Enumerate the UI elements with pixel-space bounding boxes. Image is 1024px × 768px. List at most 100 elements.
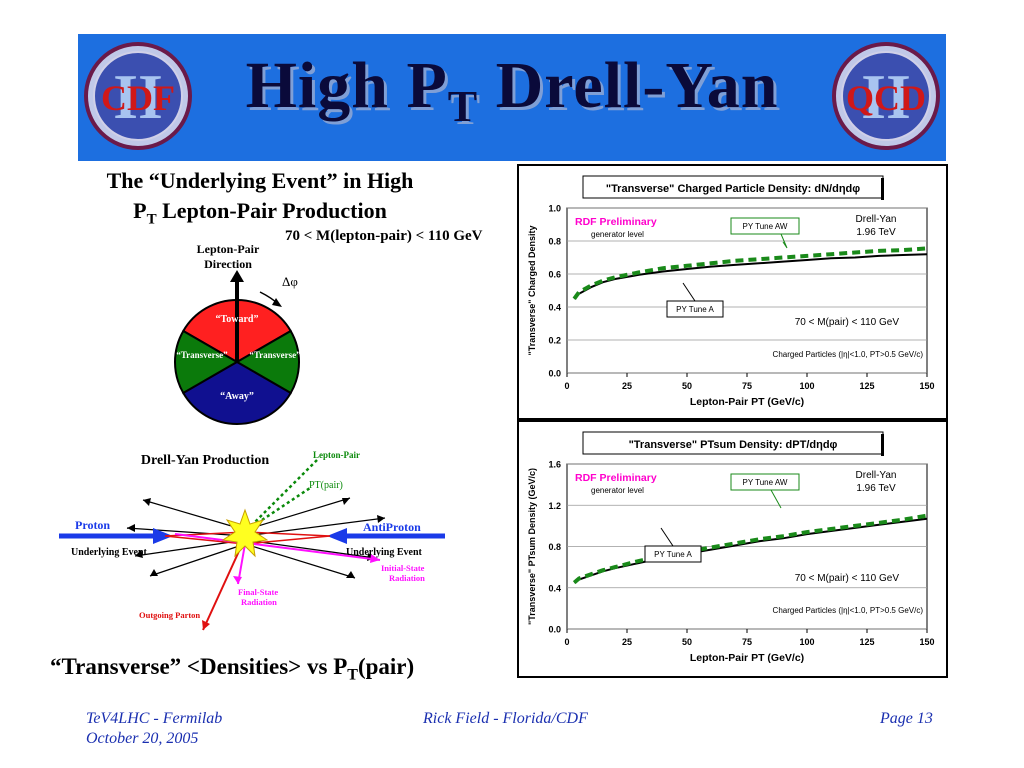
x-tick-label: 0 <box>564 637 569 647</box>
x-axis-label: Lepton-Pair PT (GeV/c) <box>690 652 804 664</box>
x-tick-label: 125 <box>859 637 874 647</box>
x-tick-label: 50 <box>682 637 692 647</box>
svg-text:II: II <box>861 61 911 132</box>
y-tick-label: 0.4 <box>548 583 561 593</box>
x-tick-label: 150 <box>919 637 934 647</box>
ptsum-density-chart: "Transverse" PTsum Density: dPT/dηdφ0.00… <box>527 431 935 664</box>
left-heading: The “Underlying Event” in High PT Lepton… <box>40 166 480 234</box>
generator-label: generator level <box>591 486 644 495</box>
qcd-logo: II QCD <box>832 42 940 150</box>
chart-frame-2: "Transverse" PTsum Density: dPT/dηdφ 0.0 0… <box>517 420 948 678</box>
series-line-1 <box>572 513 928 585</box>
tune-aw-box <box>730 217 800 235</box>
region-pie-diagram: Lepton-Pair Direction Δφ “Toward” “Trans… <box>173 242 301 426</box>
dy-energy-label-1: Drell-Yan <box>856 470 897 481</box>
dy-title: Drell-Yan Production <box>141 453 269 468</box>
tune-a-pointer <box>660 527 674 547</box>
tune-aw-pointer <box>780 233 788 249</box>
cdf-logo: II CDF <box>84 42 192 150</box>
preliminary-label: RDF Preliminary <box>575 216 657 228</box>
dy-fsr-label-2: Radiation <box>241 597 277 607</box>
cuts-label: Charged Particles (|η|<1.0, PT>0.5 GeV/c… <box>773 606 924 615</box>
dy-energy-label-2: 1.96 TeV <box>856 227 896 238</box>
tune-aw-box <box>730 473 800 491</box>
slide-title: High PT Drell-Yan <box>245 49 779 132</box>
dy-isr-label-1: Initial-State <box>381 563 425 573</box>
chart-frame-1: "Transverse" Charged Particle Density: d… <box>517 164 948 420</box>
mass-cut-label: 70 < M(pair) < 110 GeV <box>795 317 900 328</box>
x-tick-label: 125 <box>859 381 874 391</box>
tune-aw-label: PY Tune AW <box>743 478 788 487</box>
charged-density-chart: "Transverse" Charged Particle Density: d… <box>527 175 935 408</box>
y-tick-label: 0.8 <box>548 237 561 247</box>
svg-text:CDF: CDF <box>101 78 175 118</box>
y-tick-label: 0.0 <box>548 625 561 635</box>
y-tick-label: 1.2 <box>548 501 561 511</box>
x-tick-label: 50 <box>682 381 692 391</box>
drell-yan-diagram: Drell-Yan Production Lepton-Pair PT(pair… <box>59 450 445 631</box>
dy-fsr-label-1: Final-State <box>238 587 278 597</box>
y-tick-label: 1.6 <box>548 460 561 470</box>
x-tick-label: 0 <box>564 381 569 391</box>
svg-text:II: II <box>113 61 163 132</box>
tune-aw-label: PY Tune AW <box>743 222 788 231</box>
x-tick-label: 75 <box>742 637 752 647</box>
x-tick-label: 25 <box>622 381 632 391</box>
footer-left-1: TeV4LHC - Fermilab <box>86 710 223 727</box>
y-axis-label: "Transverse" Charged Density <box>527 225 537 355</box>
title-banner: High PT Drell-Yan <box>78 34 946 161</box>
delta-phi-label: Δφ <box>282 274 298 289</box>
heading-line-1: The “Underlying Event” in High <box>106 168 414 193</box>
transverse-left-label: “Transverse” <box>176 350 228 360</box>
series-line-1 <box>572 246 928 300</box>
direction-label-2: Direction <box>204 257 252 271</box>
x-tick-label: 100 <box>799 381 814 391</box>
mass-window-label: 70 < M(lepton-pair) < 110 GeV <box>285 228 483 244</box>
y-tick-label: 0.4 <box>548 303 561 313</box>
dy-antiproton-label: AntiProton <box>363 520 421 534</box>
x-axis-label: Lepton-Pair PT (GeV/c) <box>690 396 804 408</box>
dy-pt-pair-label: PT(pair) <box>309 480 343 491</box>
tune-a-pointer <box>682 282 696 302</box>
generator-label: generator level <box>591 230 644 239</box>
svg-text:QCD: QCD <box>846 78 926 118</box>
y-tick-label: 0.0 <box>548 369 561 379</box>
plot-area <box>566 207 928 374</box>
direction-label-1: Lepton-Pair <box>197 242 260 256</box>
y-tick-label: 0.6 <box>548 270 561 280</box>
preliminary-label: RDF Preliminary <box>575 472 657 484</box>
dy-energy-label-1: Drell-Yan <box>856 214 897 225</box>
tune-a-label: PY Tune A <box>654 550 692 559</box>
x-tick-label: 75 <box>742 381 752 391</box>
dy-underlying-right-label: Underlying Event <box>346 547 423 558</box>
transverse-right-label: “Transverse” <box>249 350 301 360</box>
y-tick-label: 1.0 <box>548 204 561 214</box>
dy-lepton-pair-label: Lepton-Pair <box>313 450 360 460</box>
x-tick-label: 100 <box>799 637 814 647</box>
toward-label: “Toward” <box>216 314 259 325</box>
chart-title-shadow <box>881 178 884 200</box>
tune-a-label: PY Tune A <box>676 305 714 314</box>
heading-line-2: PT Lepton-Pair Production <box>133 198 387 228</box>
transverse-region-right <box>234 329 301 395</box>
footer-page-number: Page 13 <box>880 710 933 727</box>
dy-proton-label: Proton <box>75 518 110 532</box>
chart-title-shadow <box>881 434 884 456</box>
dy-energy-label-2: 1.96 TeV <box>856 483 896 494</box>
cuts-label: Charged Particles (|η|<1.0, PT>0.5 GeV/c… <box>773 350 924 359</box>
x-tick-label: 25 <box>622 637 632 647</box>
dy-outgoing-parton-label: Outgoing Parton <box>139 610 200 620</box>
away-region <box>181 360 293 426</box>
dy-isr-label-2: Radiation <box>389 573 425 583</box>
x-tick-label: 150 <box>919 381 934 391</box>
dy-underlying-left-label: Underlying Event <box>71 547 148 558</box>
transverse-region-left <box>173 329 240 395</box>
collision-star-icon <box>221 508 269 558</box>
mass-cut-label: 70 < M(pair) < 110 GeV <box>795 573 900 584</box>
footer-center: Rick Field - Florida/CDF <box>423 710 588 727</box>
y-tick-label: 0.2 <box>548 336 561 346</box>
chart-title: "Transverse" Charged Particle Density: d… <box>606 183 860 195</box>
chart-title: "Transverse" PTsum Density: dPT/dηdφ <box>629 439 838 451</box>
tune-aw-pointer <box>770 489 782 509</box>
y-tick-label: 0.8 <box>548 542 561 552</box>
